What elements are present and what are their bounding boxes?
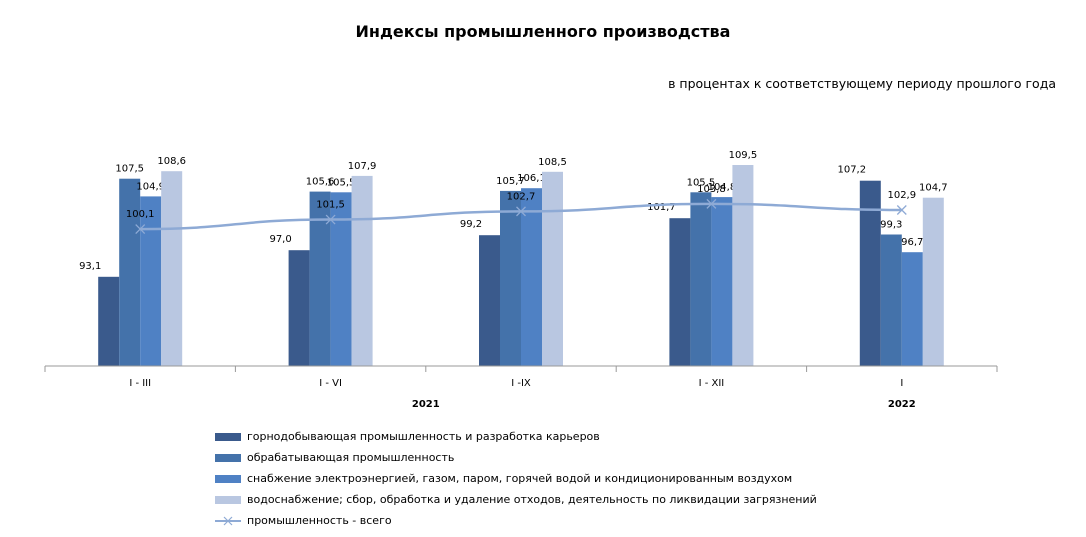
bar [161,171,183,366]
total-line-marker [325,214,336,225]
bar-value-label: 97,0 [269,234,291,245]
legend-swatch-energy [215,474,241,483]
bar-value-label: 101,7 [647,202,676,213]
legend-label-manufacturing: обрабатывающая промышленность [247,451,455,464]
bar-value-label: 93,1 [79,261,101,272]
bar [732,165,754,366]
legend-swatch-water [215,495,241,504]
bar-value-label: 99,2 [460,219,482,230]
bar [288,250,310,366]
bar-value-label: 105,5 [687,177,716,188]
legend-label-total: промышленность - всего [247,514,392,527]
total-line-marker [896,205,907,215]
total-line-label: 101,5 [316,200,345,211]
bar [922,197,944,366]
bar [98,276,120,366]
bar-value-label: 104,7 [919,183,948,194]
bar-value-label: 105,7 [496,176,525,187]
legend-item-energy: снабжение электроэнергией, газом, паром,… [215,468,817,489]
total-line-marker [516,206,526,217]
legend-item-mining: горнодобывающая промышленность и разрабо… [215,426,817,447]
bar-value-label: 108,5 [538,157,567,168]
x-tick-label: I - VI [319,378,342,389]
bar [880,234,902,366]
x-tick-label: I - III [129,378,151,389]
bar-value-label: 107,5 [115,164,144,175]
legend-label-water: водоснабжение; сбор, обработка и удалени… [247,493,817,506]
bar-value-label: 104,9 [136,181,165,192]
x-group-label: 2021 [412,399,440,410]
bar-value-label: 105,5 [327,177,356,188]
x-tick-label: I [900,378,903,389]
bar [309,191,331,366]
total-line-label: 100,1 [126,209,155,220]
bar-value-label: 99,3 [880,220,902,231]
legend-item-water: водоснабжение; сбор, обработка и удалени… [215,489,817,510]
total-line-marker [706,198,717,209]
bar-value-label: 96,7 [901,237,923,248]
bar [330,192,352,366]
legend-swatch-mining [215,432,241,441]
bar-value-label: 104,8 [708,182,737,193]
bar-value-label: 107,9 [348,161,377,172]
chart-subtitle: в процентах к соответствующему периоду п… [668,76,1056,91]
bar-value-label: 109,5 [729,150,758,161]
chart-title: Индексы промышленного производства [355,22,731,41]
bar [479,235,500,366]
bar [500,190,521,366]
bar-value-label: 106,1 [517,173,546,184]
legend-item-manufacturing: обрабатывающая промышленность [215,447,817,468]
chart-legend: горнодобывающая промышленность и разрабо… [215,426,817,531]
legend-label-energy: снабжение электроэнергией, газом, паром,… [247,472,793,485]
bar [859,180,881,366]
bar [711,197,733,366]
x-tick-label: I - XII [699,378,725,389]
bar [542,171,563,366]
legend-swatch-manufacturing [215,453,241,462]
bar-value-label: 105,6 [306,177,335,188]
legend-item-total: промышленность - всего [215,510,817,531]
bar [140,196,162,366]
bar-value-label: 108,6 [157,156,186,167]
x-tick-label: I -IX [511,378,531,389]
total-line-label: 102,7 [507,191,536,202]
bar [690,192,712,366]
legend-swatch-total [215,516,241,525]
total-line-marker [135,224,146,235]
bar-value-label: 107,2 [837,165,866,176]
bar [669,218,691,366]
bar [119,178,141,366]
legend-label-mining: горнодобывающая промышленность и разрабо… [247,430,600,443]
total-line-label: 103,8 [697,184,726,195]
bar [901,252,923,366]
bar [521,188,542,366]
bar [351,175,373,366]
total-line-label: 102,9 [887,190,916,201]
x-group-label: 2022 [888,399,916,410]
